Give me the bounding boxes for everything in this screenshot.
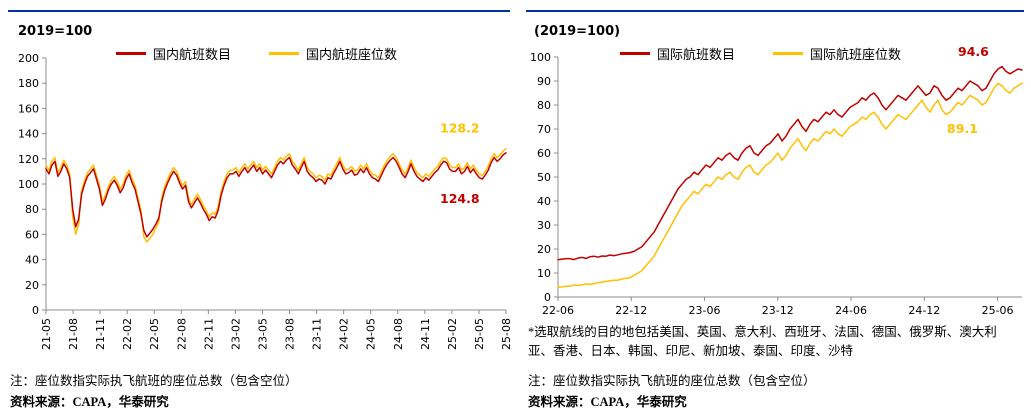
line-domestic-flights [45, 152, 507, 238]
y-tick-label: 200 [18, 52, 39, 65]
x-tick-label: 22-12 [615, 304, 647, 317]
y-tick-label: 180 [18, 77, 39, 90]
legend-label: 国际航班座位数 [810, 47, 902, 62]
x-tick-label: 24-02 [338, 318, 351, 350]
note-left: 注：座位数指实际执飞航班的座位总数（包含空位） [10, 374, 298, 388]
x-tick-label: 21-11 [94, 318, 107, 350]
x-tick-label: 23-08 [284, 318, 297, 350]
x-tick-label: 22-02 [121, 318, 134, 350]
y-tick-label: 0 [32, 304, 39, 317]
x-tick-label: 24-12 [908, 304, 940, 317]
y-tick-label: 70 [537, 123, 551, 136]
y-tick-label: 80 [25, 203, 39, 216]
line-domestic-seats [45, 147, 507, 243]
y-tick-label: 50 [537, 171, 551, 184]
legend-label: 国内航班座位数 [306, 47, 398, 62]
y-tick-label: 40 [25, 254, 39, 267]
x-tick-label: 23-06 [689, 304, 721, 317]
legend-line-swatch-red [620, 52, 650, 55]
y-tick-label: 30 [537, 219, 551, 232]
note-right: 注：座位数指实际执飞航班的座位总数（包含空位） [528, 374, 816, 388]
x-tick-label: 23-12 [762, 304, 794, 317]
y-tick-label: 100 [18, 178, 39, 191]
y-tick-label: 90 [537, 75, 551, 88]
legend-label: 国际航班数目 [657, 47, 736, 62]
legend-line-swatch-red [116, 52, 146, 55]
chart-title-left: 2019=100 [18, 24, 93, 39]
x-tick-label: 23-11 [311, 318, 324, 350]
y-tick-label: 20 [25, 279, 39, 292]
source-right: 资料来源：CAPA，华泰研究 [528, 395, 687, 409]
y-tick-label: 20 [537, 243, 551, 256]
legend-item-domestic-seats: 国内航班座位数 [269, 44, 397, 63]
legend-right: 国际航班数目 国际航班座位数 [620, 44, 901, 63]
line-international-seats [557, 82, 1023, 289]
end-value-label-domestic-seats: 128.2 [440, 120, 480, 135]
x-tick-label: 24-06 [835, 304, 867, 317]
y-tick-label: 160 [18, 102, 39, 115]
legend-item-domestic-flights: 国内航班数目 [116, 44, 231, 63]
y-tick-label: 0 [544, 291, 551, 304]
y-tick-label: 40 [537, 195, 551, 208]
x-tick-label: 25-02 [446, 318, 459, 350]
legend-line-swatch-yellow [269, 52, 300, 55]
x-tick-label: 21-05 [40, 318, 53, 350]
y-tick-label: 120 [18, 153, 39, 166]
x-tick-label: 23-02 [229, 318, 242, 350]
x-tick-label: 25-05 [473, 318, 486, 350]
domestic-flights-chart-panel: 2019=100 国内航班数目 国内航班座位数 0 20 40 60 80 100 120 1… [8, 8, 510, 409]
x-tick-label: 23-05 [256, 318, 269, 350]
x-tick-label: 22-05 [148, 318, 161, 350]
legend-line-swatch-yellow [773, 52, 804, 55]
x-tick-label: 22-06 [542, 304, 574, 317]
x-tick-label: 24-08 [392, 318, 405, 350]
end-value-label-domestic-flights: 124.8 [440, 191, 480, 206]
legend-left: 国内航班数目 国内航班座位数 [116, 44, 397, 63]
footnote-destinations: *选取航线的目的地包括美国、英国、意大利、西班牙、法国、德国、俄罗斯、澳大利亚、… [528, 325, 997, 359]
y-tick-label: 60 [25, 228, 39, 241]
panel-top-border [526, 10, 1024, 12]
legend-label: 国内航班数目 [153, 47, 232, 62]
x-tick-label: 24-11 [419, 318, 432, 350]
y-tick-label: 10 [537, 267, 551, 280]
x-tick-label: 24-05 [365, 318, 378, 350]
end-value-label-international-seats: 89.1 [947, 121, 978, 136]
line-international-flights [557, 65, 1023, 261]
panel-top-border [8, 10, 510, 12]
x-tick-label: 21-08 [67, 318, 80, 350]
domestic-flights-line-chart: 0 20 40 60 80 100 120 140 160 180 200 21-05 21-08 21-… [18, 52, 510, 350]
x-tick-label: 25-08 [500, 318, 510, 350]
y-tick-label: 60 [537, 147, 551, 160]
x-tick-label: 22-08 [175, 318, 188, 350]
y-tick-label: 140 [18, 128, 39, 141]
y-tick-label: 80 [537, 99, 551, 112]
source-left: 资料来源：CAPA，华泰研究 [10, 395, 169, 409]
y-tick-label: 100 [530, 51, 551, 64]
legend-item-international-seats: 国际航班座位数 [773, 44, 901, 63]
international-flights-chart-panel: (2019=100) 国际航班数目 国际航班座位数 0 10 20 30 40 50 60 7… [526, 8, 1024, 409]
legend-item-international-flights: 国际航班数目 [620, 44, 735, 63]
international-flights-line-chart: 0 10 20 30 40 50 60 70 80 90 100 22-06 22-12 23-06 23-… [530, 44, 1023, 317]
x-tick-label: 25-06 [982, 304, 1014, 317]
x-tick-label: 22-11 [202, 318, 215, 350]
end-value-label-international-flights: 94.6 [958, 44, 989, 59]
chart-title-right: (2019=100) [534, 24, 621, 39]
